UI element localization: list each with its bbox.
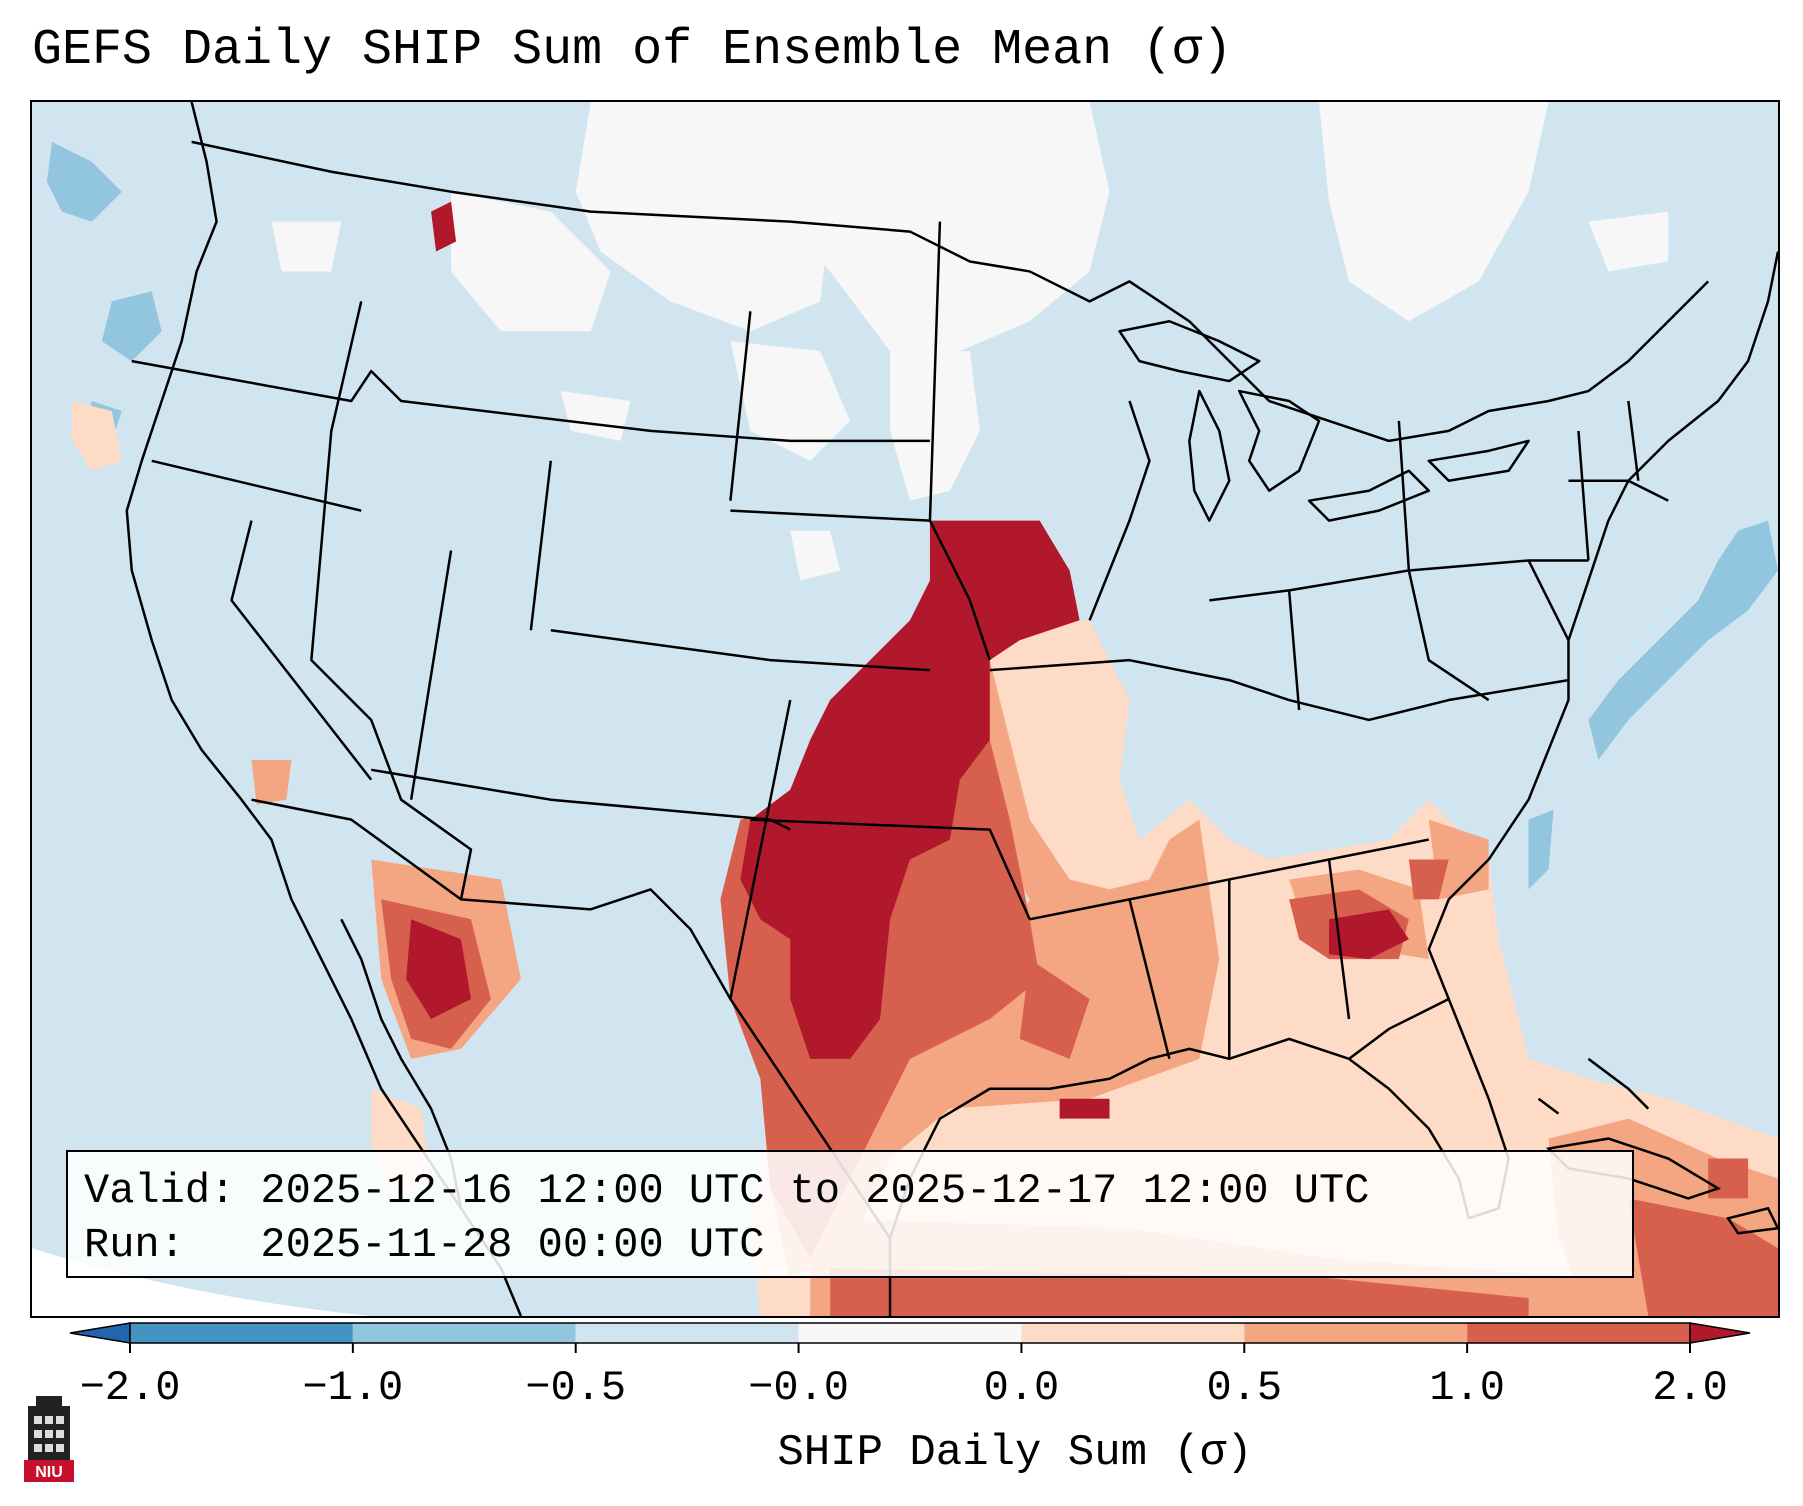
colorbar-extend-high — [1689, 1322, 1751, 1344]
colorbar-bin — [1467, 1323, 1690, 1343]
map-panel — [30, 100, 1780, 1318]
logo-tower-top — [36, 1396, 62, 1408]
colorbar-tick-label: −1.0 — [302, 1364, 404, 1412]
colorbar-outline — [129, 1322, 1691, 1344]
valid-run-info-box: Valid: 2025-12-16 12:00 UTC to 2025-12-1… — [66, 1150, 1634, 1278]
logo-windows — [34, 1416, 64, 1452]
colorbar-bin — [798, 1323, 1022, 1343]
colorbar-tick-label: −2.0 — [79, 1364, 181, 1412]
colorbar-extend-low — [69, 1322, 131, 1344]
logo-text: NIU — [35, 1464, 63, 1481]
run-time-text: Run: 2025-11-28 00:00 UTC — [84, 1221, 765, 1269]
colorbar-bin — [352, 1323, 576, 1343]
colorbar-tick-label: 1.0 — [1429, 1364, 1505, 1412]
coastlines-and-borders — [125, 102, 1778, 1316]
colorbar-label: SHIP Daily Sum (σ) — [777, 1428, 1253, 1478]
positive-anomaly-extreme — [406, 201, 1409, 1119]
projection-edge-left — [32, 1248, 372, 1316]
colorbar-tick-label: 0.0 — [983, 1364, 1060, 1412]
colorbar-tick-label: −0.0 — [748, 1364, 849, 1412]
ship-field-map — [32, 102, 1778, 1316]
colorbar-tick-label: 0.5 — [1206, 1364, 1283, 1412]
colorbar-tick-label: −0.5 — [525, 1364, 627, 1412]
colorbar-tick-label: 2.0 — [1652, 1364, 1728, 1412]
colorbar-bin — [1021, 1323, 1245, 1343]
colorbar-bin — [1244, 1323, 1468, 1343]
niu-logo: NIU — [24, 1396, 74, 1482]
logo-banner — [24, 1460, 74, 1482]
colorbar-bin — [575, 1323, 799, 1343]
colorbar — [69, 1322, 1751, 1353]
valid-time-text: Valid: 2025-12-16 12:00 UTC to 2025-12-1… — [84, 1167, 1370, 1215]
colorbar-bin — [130, 1323, 353, 1343]
map-title: GEFS Daily SHIP Sum of Ensemble Mean (σ) — [32, 22, 1233, 79]
